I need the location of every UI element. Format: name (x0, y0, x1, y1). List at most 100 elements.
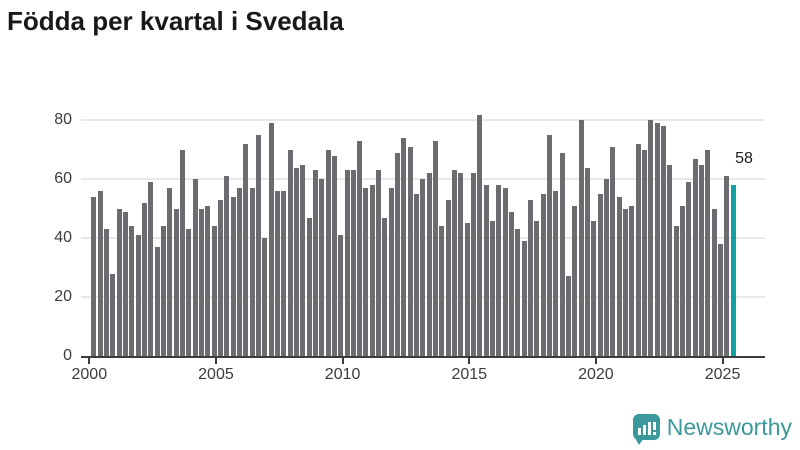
bar (211, 226, 217, 356)
bar (711, 208, 717, 356)
bar (312, 170, 318, 356)
bar (154, 247, 160, 356)
bar (521, 241, 527, 356)
bar (129, 226, 135, 356)
bar (661, 126, 666, 356)
newsworthy-logo: Newsworthy (632, 412, 792, 445)
bar (224, 176, 230, 356)
bar (192, 179, 198, 356)
bar (388, 188, 394, 356)
bar (344, 170, 350, 356)
bar (306, 217, 312, 356)
bar (426, 173, 432, 356)
bar (547, 135, 553, 356)
bar (363, 188, 369, 356)
bar (496, 185, 502, 356)
bar (122, 211, 128, 356)
bar (439, 226, 445, 356)
bar (198, 208, 204, 356)
bar (243, 143, 249, 356)
bar (717, 244, 723, 356)
bar (338, 235, 344, 356)
bar (230, 196, 236, 356)
bar (616, 196, 622, 356)
bar (490, 220, 496, 356)
bar (236, 188, 242, 356)
bar (110, 273, 116, 356)
bar (268, 123, 274, 356)
x-axis-tick (468, 358, 471, 364)
y-axis-tick-label: 40 (54, 229, 72, 247)
bar (414, 194, 420, 356)
bar (103, 229, 109, 356)
y-axis-tick-label: 20 (54, 288, 72, 306)
bar (534, 220, 540, 356)
bar (642, 149, 647, 356)
bar (255, 135, 261, 356)
bar (667, 164, 673, 356)
bar (648, 120, 654, 356)
x-axis-line (81, 356, 765, 358)
x-axis-tick-label: 2005 (198, 366, 234, 383)
bar (91, 196, 97, 356)
y-axis-tick-label: 80 (54, 111, 72, 129)
bar (528, 199, 534, 356)
bar (331, 155, 337, 356)
bar (179, 149, 185, 356)
x-axis-tick (594, 358, 597, 364)
bar (464, 223, 470, 356)
bar (572, 205, 578, 356)
chart-title: Födda per kvartal i Svedala (7, 6, 344, 36)
bar (369, 185, 375, 356)
bar (445, 199, 451, 356)
x-axis-tick-label: 2020 (578, 366, 614, 383)
bar (357, 141, 363, 356)
y-axis-tick-label: 0 (63, 347, 72, 364)
bar (382, 217, 388, 356)
bar (698, 164, 704, 356)
bar (578, 120, 584, 356)
bar (148, 182, 154, 356)
bar (97, 191, 103, 356)
bar (433, 141, 439, 356)
bar (293, 167, 299, 356)
y-axis-tick-label: 60 (54, 170, 72, 188)
bar (319, 179, 325, 356)
bar (173, 208, 179, 356)
bar (515, 229, 521, 356)
x-axis-tick (88, 358, 91, 364)
bar (452, 170, 458, 356)
bar (287, 149, 293, 356)
bar (629, 205, 635, 356)
bar (477, 114, 483, 356)
bar (559, 152, 565, 356)
bar (540, 194, 546, 356)
bar (692, 158, 698, 356)
bar (401, 138, 407, 356)
bar (553, 191, 559, 356)
bar (281, 191, 287, 356)
bar (274, 191, 280, 356)
bar (116, 208, 122, 356)
bar (502, 188, 508, 356)
bar (249, 188, 255, 356)
bar (141, 202, 147, 356)
bar (724, 176, 730, 356)
bar (135, 235, 141, 356)
bar (654, 123, 660, 356)
bar (679, 205, 685, 356)
x-axis-tick-label: 2010 (324, 366, 361, 383)
bar (566, 276, 572, 356)
x-axis-tick (341, 358, 344, 364)
bar (730, 185, 736, 356)
bar (407, 146, 413, 356)
bar (673, 226, 679, 356)
bar (350, 170, 356, 356)
bar (395, 152, 401, 356)
bar-chart-speech-bubble-icon (632, 414, 660, 445)
bar (186, 229, 192, 356)
bar (686, 182, 692, 356)
bar (471, 173, 477, 356)
bar (610, 146, 616, 356)
